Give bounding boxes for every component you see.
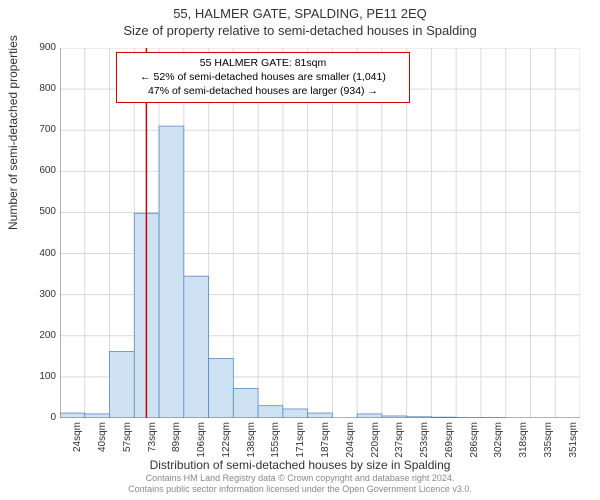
xtick: 302sqm [493,422,504,462]
xtick: 89sqm [171,422,182,462]
xtick: 155sqm [270,422,281,462]
annotation-line2: ← 52% of semi-detached houses are smalle… [123,70,403,84]
ytick: 800 [28,83,56,94]
ytick: 300 [28,289,56,300]
annotation-box: 55 HALMER GATE: 81sqm ← 52% of semi-deta… [116,52,410,103]
xtick: 40sqm [97,422,108,462]
xtick: 204sqm [345,422,356,462]
xtick: 351sqm [568,422,579,462]
title-sub: Size of property relative to semi-detach… [0,21,600,38]
xtick: 335sqm [543,422,554,462]
histogram-plot [60,48,580,418]
ytick: 700 [28,124,56,135]
x-axis-label: Distribution of semi-detached houses by … [0,458,600,472]
xtick: 220sqm [370,422,381,462]
annotation-line1: 55 HALMER GATE: 81sqm [123,56,403,70]
xtick: 187sqm [320,422,331,462]
xtick: 122sqm [221,422,232,462]
xtick: 106sqm [196,422,207,462]
xtick: 171sqm [295,422,306,462]
xtick: 318sqm [518,422,529,462]
chart-area: 55 HALMER GATE: 81sqm ← 52% of semi-deta… [60,48,580,418]
xtick: 24sqm [72,422,83,462]
xtick: 286sqm [469,422,480,462]
title-main: 55, HALMER GATE, SPALDING, PE11 2EQ [0,0,600,21]
y-axis-label: Number of semi-detached properties [6,35,20,230]
xtick: 73sqm [147,422,158,462]
footer: Contains HM Land Registry data © Crown c… [0,473,600,496]
xtick: 253sqm [419,422,430,462]
footer-line2: Contains public sector information licen… [0,484,600,496]
ytick: 500 [28,206,56,217]
ytick: 600 [28,165,56,176]
xtick: 57sqm [122,422,133,462]
footer-line1: Contains HM Land Registry data © Crown c… [0,473,600,485]
ytick: 400 [28,248,56,259]
ytick: 100 [28,371,56,382]
xtick: 237sqm [394,422,405,462]
chart-container: 55, HALMER GATE, SPALDING, PE11 2EQ Size… [0,0,600,500]
xtick: 269sqm [444,422,455,462]
ytick: 900 [28,42,56,53]
xtick: 138sqm [246,422,257,462]
annotation-line3: 47% of semi-detached houses are larger (… [123,84,403,98]
ytick: 200 [28,330,56,341]
ytick: 0 [28,412,56,423]
